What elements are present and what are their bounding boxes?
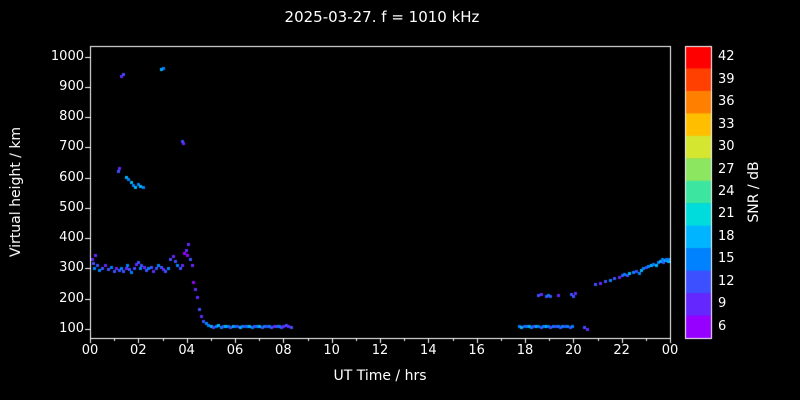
y-tick-label: 500 <box>59 199 84 215</box>
x-tick-label: 16 <box>468 343 485 358</box>
x-tick-label: 10 <box>323 343 340 358</box>
y-tick-label: 600 <box>59 169 84 185</box>
y-tick-label: 200 <box>59 290 84 306</box>
x-tick-label: 06 <box>226 343 244 358</box>
y-tick-label: 1000 <box>50 48 84 64</box>
colorbar-tick-label: 33 <box>718 116 735 132</box>
y-tick-label: 700 <box>59 139 84 155</box>
colorbar-tick-label: 24 <box>718 184 735 199</box>
colorbar-tick-label: 9 <box>718 296 727 312</box>
y-tick-label: 100 <box>59 320 84 336</box>
y-tick-label: 800 <box>59 109 84 125</box>
colorbar-tick-label: 15 <box>718 251 735 267</box>
x-tick-label: 18 <box>516 343 534 358</box>
x-tick-label: 12 <box>371 343 389 358</box>
colorbar-tick-label: 6 <box>718 318 727 334</box>
colorbar-tick-label: 27 <box>718 161 735 177</box>
y-tick-label: 400 <box>59 230 84 246</box>
colorbar-tick-label: 12 <box>718 273 735 289</box>
y-tick-label: 300 <box>59 260 84 276</box>
x-tick-label: 14 <box>420 343 437 358</box>
colorbar-tick-label: 42 <box>718 49 735 65</box>
x-tick-label: 00 <box>81 343 99 358</box>
y-tick-label: 900 <box>59 78 84 94</box>
x-tick-label: 00 <box>661 343 679 358</box>
x-tick-label: 22 <box>613 343 630 358</box>
x-axis-label: UT Time / hrs <box>333 368 427 384</box>
y-axis-label: Virtual height / km <box>8 126 24 258</box>
x-tick-label: 04 <box>178 343 195 358</box>
colorbar-label: SNR / dB <box>746 161 762 223</box>
x-tick-label: 20 <box>565 343 582 358</box>
colorbar-tick-label: 18 <box>718 228 735 244</box>
colorbar-tick-label: 36 <box>718 94 735 110</box>
x-tick-label: 08 <box>275 343 292 358</box>
colorbar-tick-label: 21 <box>718 206 735 222</box>
colorbar-tick-label: 39 <box>718 71 735 87</box>
chart-title: 2025-03-27. f = 1010 kHz <box>284 8 480 26</box>
x-tick-label: 02 <box>130 343 147 358</box>
colorbar-tick-label: 30 <box>718 139 735 155</box>
